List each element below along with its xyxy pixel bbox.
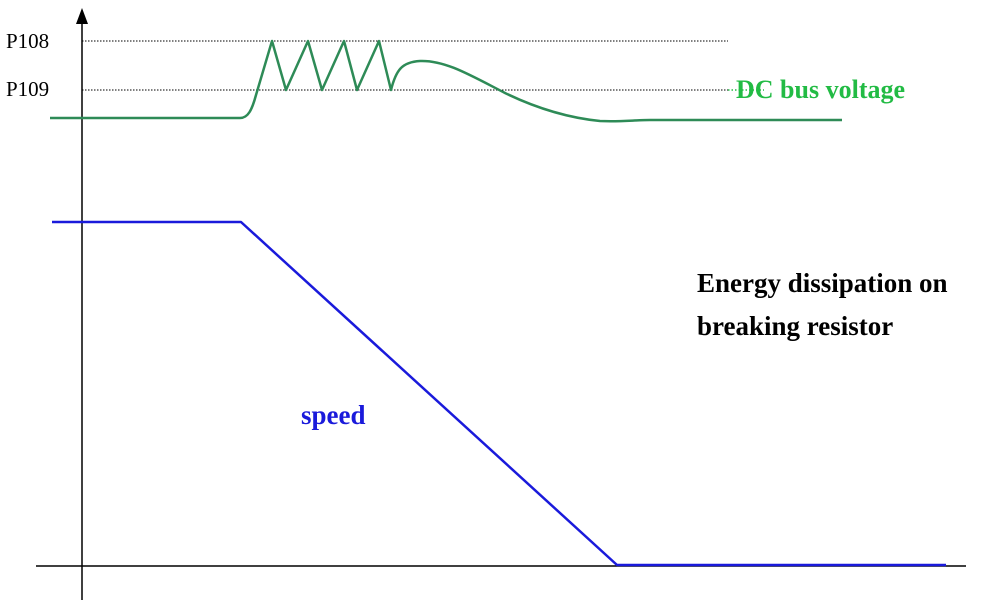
dc-bus-voltage-curve xyxy=(50,39,842,123)
p108-label: P108 xyxy=(6,29,49,53)
p109-label: P109 xyxy=(6,77,49,101)
energy-dissipation-line1: Energy dissipation on xyxy=(697,268,948,298)
y-axis-arrow-icon xyxy=(76,8,88,24)
dc-bus-voltage-label: DC bus voltage xyxy=(736,75,905,104)
speed-label: speed xyxy=(301,400,366,430)
speed-curve xyxy=(52,220,946,567)
energy-dissipation-line2: breaking resistor xyxy=(697,311,893,341)
